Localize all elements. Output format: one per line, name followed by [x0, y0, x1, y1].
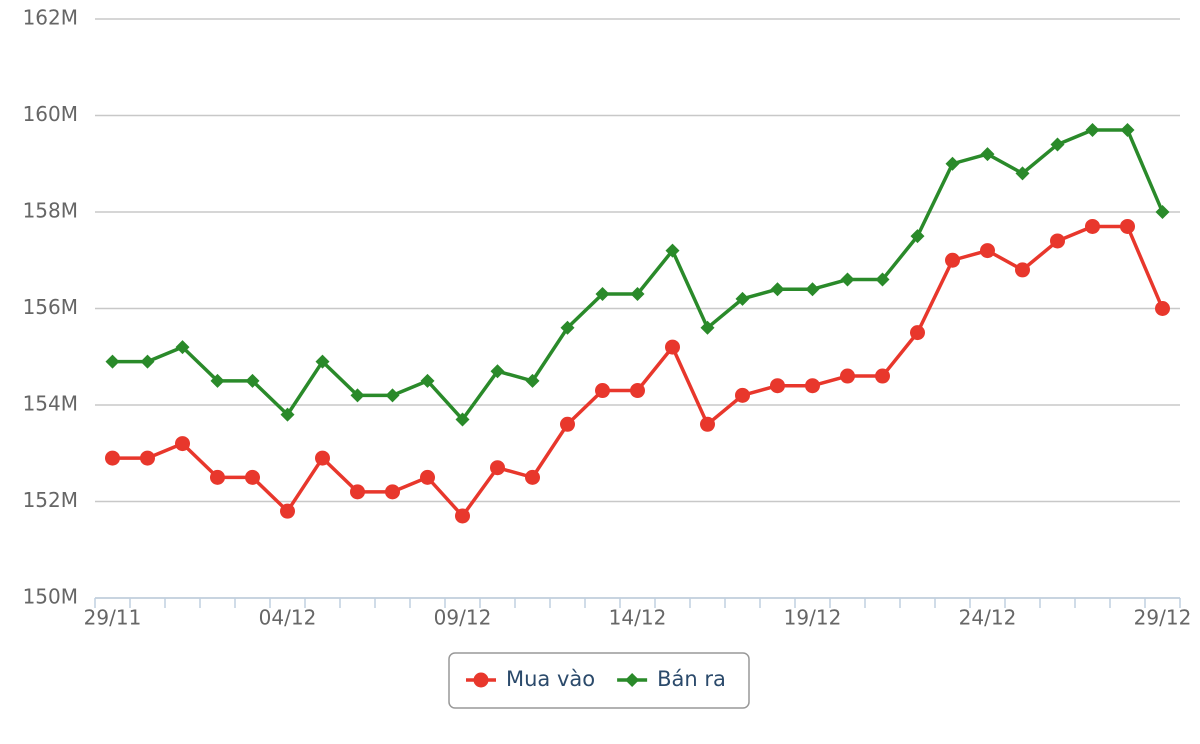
data-point — [805, 282, 820, 297]
data-point — [875, 368, 890, 384]
data-point — [805, 378, 820, 394]
data-point — [280, 503, 295, 519]
data-point — [1015, 262, 1030, 278]
legend-box — [448, 652, 750, 709]
legend-label[interactable]: Bán ra — [657, 667, 726, 691]
x-tick-label: 29/11 — [84, 606, 142, 630]
data-point — [735, 387, 750, 403]
data-point — [350, 388, 365, 403]
data-point — [490, 364, 505, 379]
x-tick-label: 19/12 — [784, 606, 842, 630]
data-point — [560, 320, 575, 335]
legend-symbol — [473, 672, 489, 688]
data-point — [455, 412, 470, 427]
data-point — [595, 383, 610, 399]
data-point — [910, 325, 925, 341]
y-tick-label: 152M — [23, 488, 78, 512]
series-line — [112, 224, 1165, 518]
data-point — [945, 156, 960, 171]
data-point — [910, 229, 925, 244]
data-point — [525, 373, 540, 388]
x-tick-label: 09/12 — [434, 606, 492, 630]
data-point — [245, 373, 260, 388]
data-point — [630, 287, 645, 302]
legend-label[interactable]: Mua vào — [506, 667, 595, 691]
data-point — [385, 484, 400, 500]
data-point — [455, 508, 470, 524]
legend-symbol — [625, 673, 640, 687]
x-tick-label: 29/12 — [1134, 606, 1192, 630]
data-point — [490, 460, 505, 476]
data-point — [945, 252, 960, 268]
series-line — [112, 128, 1165, 422]
data-point — [1015, 166, 1030, 181]
data-point — [105, 354, 120, 369]
data-point — [1050, 233, 1065, 249]
data-point — [1120, 218, 1135, 234]
data-point — [1120, 122, 1135, 137]
data-point — [1155, 205, 1170, 219]
data-point — [700, 416, 715, 432]
data-point — [630, 383, 645, 399]
data-point — [840, 368, 855, 384]
data-point — [980, 243, 995, 259]
data-point — [735, 291, 750, 306]
data-point — [315, 354, 330, 369]
y-tick-label: 162M — [23, 6, 78, 30]
data-point — [595, 287, 610, 302]
x-tick-label: 04/12 — [259, 606, 317, 630]
data-point — [770, 378, 785, 394]
data-point — [665, 243, 680, 258]
data-point — [875, 272, 890, 287]
y-tick-label: 150M — [23, 585, 78, 609]
data-point — [525, 469, 540, 485]
x-tick-label: 24/12 — [959, 606, 1017, 630]
data-point — [175, 436, 190, 452]
y-tick-label: 154M — [23, 392, 78, 416]
data-point — [1155, 301, 1170, 316]
data-point — [245, 469, 260, 485]
data-point — [770, 282, 785, 297]
y-tick-label: 156M — [23, 295, 78, 319]
data-point — [1050, 137, 1065, 152]
data-point — [1085, 218, 1100, 234]
data-point — [210, 469, 225, 485]
data-point — [420, 373, 435, 388]
data-point — [280, 407, 295, 422]
data-point — [105, 450, 120, 466]
data-point — [420, 469, 435, 485]
data-point — [560, 416, 575, 432]
data-point — [175, 340, 190, 355]
data-point — [140, 354, 155, 369]
data-point — [840, 272, 855, 287]
data-point — [140, 450, 155, 466]
data-point — [385, 388, 400, 403]
data-point — [210, 373, 225, 388]
y-tick-label: 160M — [23, 102, 78, 126]
data-point — [350, 484, 365, 500]
data-point — [1085, 122, 1100, 137]
data-point — [665, 339, 680, 355]
data-point — [315, 450, 330, 466]
y-tick-label: 158M — [23, 199, 78, 223]
data-point — [700, 320, 715, 335]
x-tick-label: 14/12 — [609, 606, 667, 630]
data-point — [980, 147, 995, 162]
